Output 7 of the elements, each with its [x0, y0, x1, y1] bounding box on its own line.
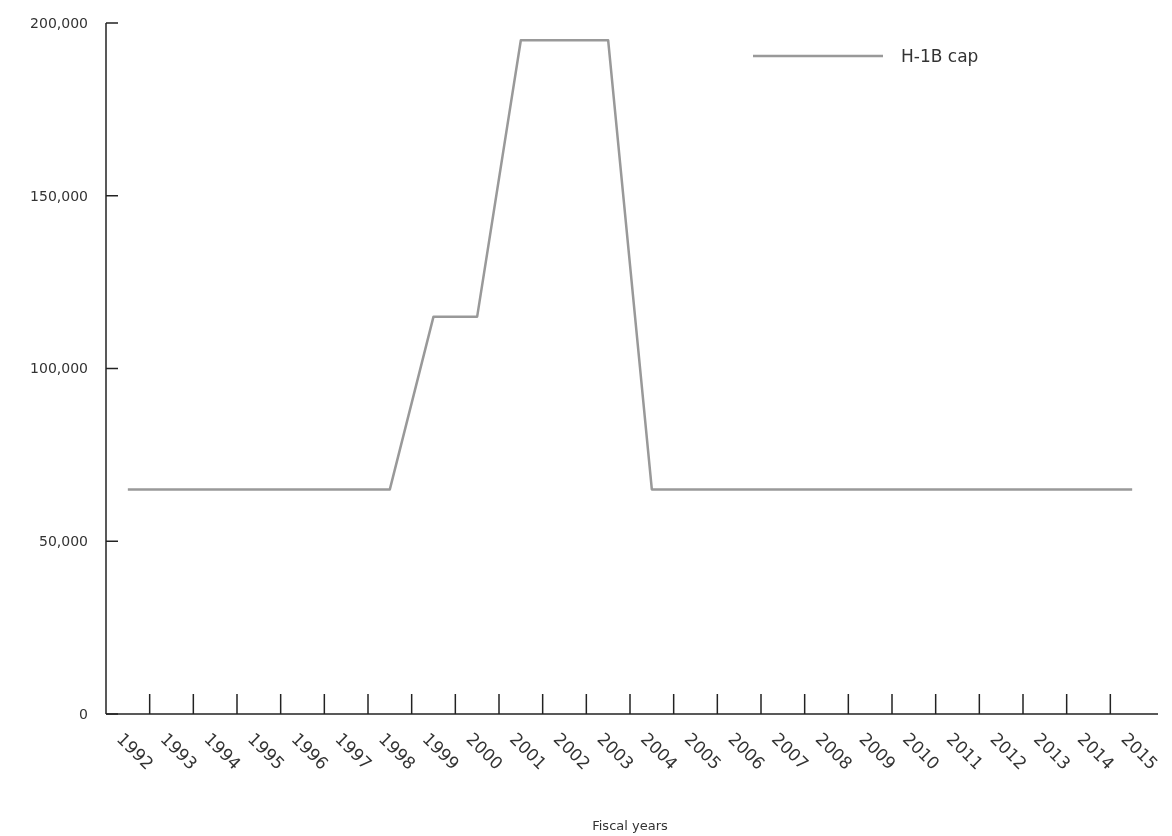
x-axis-title: Fiscal years [592, 818, 668, 833]
y-tick-label: 200,000 [30, 14, 88, 31]
y-tick-label: 50,000 [39, 533, 88, 550]
y-tick-label: 100,000 [30, 360, 88, 377]
y-tick-label: 150,000 [30, 187, 88, 204]
y-tick-label: 0 [79, 705, 88, 722]
text: H-1B cap [901, 45, 979, 66]
